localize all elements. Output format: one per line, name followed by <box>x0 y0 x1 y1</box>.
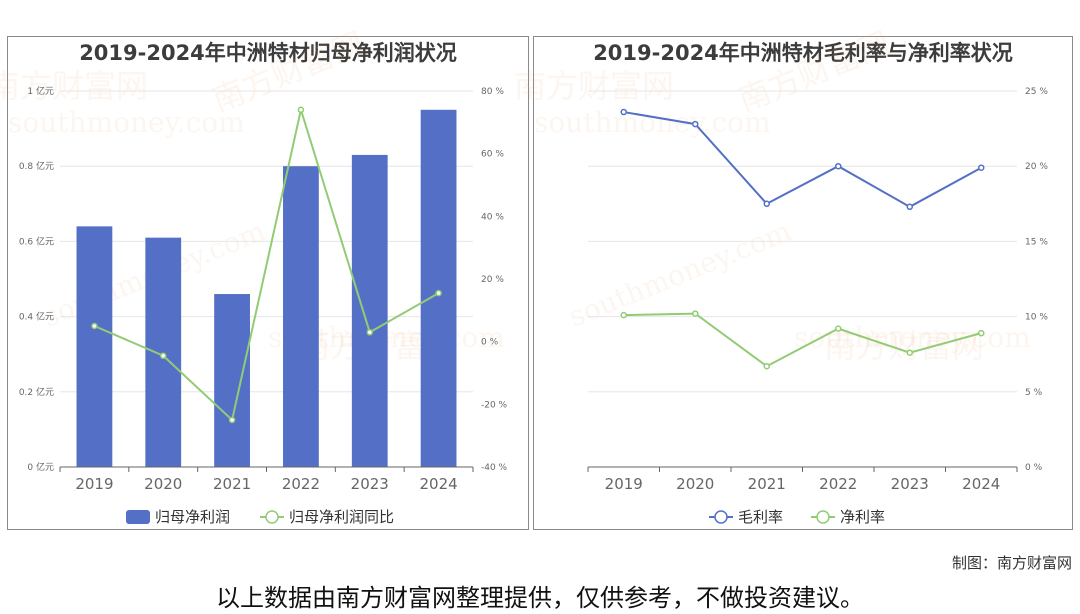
x-tick-label: 2019 <box>75 475 113 493</box>
point-净利率-2022 <box>835 325 842 332</box>
y-left-tick-label: 0.2 亿元 <box>19 386 54 398</box>
legend-label: 归母净利润 <box>155 508 230 526</box>
legend-item-毛利率: 毛利率 <box>709 508 783 526</box>
y-right-tick-label: -20 % <box>481 400 508 410</box>
legend-item-归母净利润同比: 归母净利润同比 <box>260 508 394 526</box>
watermark-text: southmoney.com <box>8 106 245 139</box>
point-净利率-2020 <box>692 310 699 317</box>
x-tick-label: 2020 <box>144 475 182 493</box>
series-line-净利率 <box>623 312 982 368</box>
watermark-text: 南方财富网 <box>514 67 674 105</box>
y-right-tick-label: 40 % <box>481 212 504 222</box>
x-tick-label: 2019 <box>605 475 643 493</box>
legend-swatch-marker <box>714 510 728 524</box>
net-profit-chart-panel: 2019-2024年中洲特材归母净利润状况 南方财富网 southmoney.co… <box>0 24 529 530</box>
y-right-tick-label: 0 % <box>481 338 499 348</box>
x-tick-label: 2022 <box>282 475 320 493</box>
y-right-tick-label: 25 % <box>1025 87 1048 97</box>
margin-chart-panel: 2019-2024年中洲特材毛利率与净利率状况 南方财富网 southmoney.… <box>514 24 1073 530</box>
bar-2024 <box>420 109 457 468</box>
x-tick-label: 2021 <box>213 475 251 493</box>
x-tick-label: 2024 <box>962 475 1000 493</box>
watermark-text: 南方财富网 <box>733 24 896 119</box>
watermark-text: 南方财富网 <box>0 67 148 105</box>
legend-label: 净利率 <box>840 508 885 526</box>
series-line-毛利率 <box>623 111 982 208</box>
point-净利率-2024 <box>978 329 985 337</box>
series-line-归母净利润同比 <box>94 105 440 422</box>
y-right-tick-label: -40 % <box>481 463 508 473</box>
y-left-tick-label: 0.6 亿元 <box>19 235 54 247</box>
point-毛利率-2020 <box>692 120 699 128</box>
y-left-tick-label: 0.4 亿元 <box>19 311 54 323</box>
margin-chart: 南方财富网southmoney.com南方财富网southmoney.com南方… <box>514 24 1048 526</box>
legend-swatch-marker <box>265 510 279 524</box>
y-left-tick-label: 0 亿元 <box>27 461 54 473</box>
legend-swatch-bar <box>126 510 150 524</box>
point-净利率-2021 <box>763 362 770 370</box>
point-归母净利润同比-2021 <box>228 416 236 424</box>
y-right-tick-label: 10 % <box>1025 313 1048 323</box>
point-净利率-2023 <box>906 349 913 356</box>
legend-item-净利率: 净利率 <box>811 508 885 526</box>
point-毛利率-2023 <box>906 203 913 211</box>
net-profit-chart-title: 2019-2024年中洲特材归母净利润状况 <box>79 41 457 65</box>
watermark-text: southmoney.com <box>564 214 796 333</box>
point-毛利率-2019 <box>620 108 627 116</box>
bar-2019 <box>76 226 113 467</box>
y-right-tick-label: 60 % <box>481 150 504 160</box>
x-tick-label: 2023 <box>891 475 929 493</box>
watermark-layer: 南方财富网southmoney.com南方财富网southmoney.com南方… <box>514 24 1031 365</box>
chart-credit: 制图：南方财富网 <box>951 554 1072 572</box>
bar-2020 <box>145 237 182 467</box>
x-tick-label: 2021 <box>748 475 786 493</box>
net-profit-chart: 南方财富网southmoney.com南方财富网southmoney.com南方… <box>0 24 508 526</box>
y-right-tick-label: 20 % <box>1025 162 1048 172</box>
x-tick-label: 2023 <box>351 475 389 493</box>
y-right-tick-label: 80 % <box>481 87 504 97</box>
legend-label: 毛利率 <box>738 508 783 526</box>
point-归母净利润同比-2023 <box>366 329 373 336</box>
y-right-tick-label: 0 % <box>1025 463 1043 473</box>
y-right-tick-label: 15 % <box>1025 237 1048 247</box>
y-right-tick-label: 5 % <box>1025 388 1043 398</box>
margin-chart-title: 2019-2024年中洲特材毛利率与净利率状况 <box>593 41 1013 65</box>
y-right-tick-label: 20 % <box>481 275 504 285</box>
bar-2023 <box>351 154 388 468</box>
point-毛利率-2021 <box>763 200 770 208</box>
legend-item-归母净利润: 归母净利润 <box>126 508 230 526</box>
watermark-text: 南方财富网 <box>207 24 370 119</box>
point-归母净利润同比-2022 <box>297 106 305 114</box>
legend-label: 归母净利润同比 <box>289 508 394 526</box>
x-tick-label: 2022 <box>819 475 857 493</box>
x-tick-label: 2024 <box>419 475 457 493</box>
point-归母净利润同比-2024 <box>435 289 442 297</box>
point-毛利率-2022 <box>835 162 842 170</box>
point-归母净利润同比-2020 <box>160 352 167 360</box>
y-left-tick-label: 0.8 亿元 <box>19 160 54 172</box>
bar-2021 <box>214 294 250 467</box>
watermark-text: southmoney.com <box>794 321 1031 354</box>
point-毛利率-2024 <box>978 164 985 171</box>
point-归母净利润同比-2019 <box>91 322 98 330</box>
y-left-tick-label: 1 亿元 <box>27 85 54 97</box>
x-tick-label: 2020 <box>676 475 714 493</box>
bar-2022 <box>283 166 319 467</box>
disclaimer-text: 以上数据由南方财富网整理提供，仅供参考，不做投资建议。 <box>216 584 864 612</box>
watermark-text: southmoney.com <box>534 106 771 139</box>
point-净利率-2019 <box>620 311 627 319</box>
legend-swatch-marker <box>816 510 830 524</box>
